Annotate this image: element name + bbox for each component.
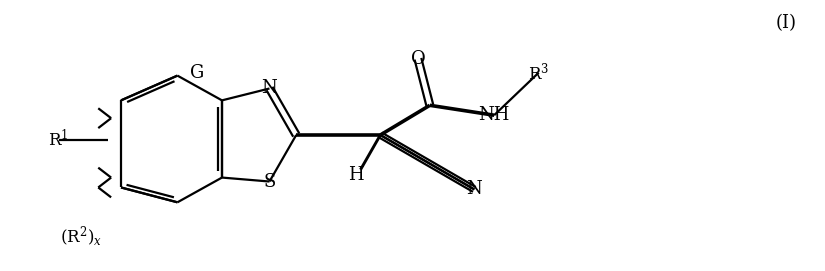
Text: $\mathregular{R^1}$: $\mathregular{R^1}$ — [49, 129, 68, 151]
Text: NH: NH — [478, 106, 510, 124]
Text: H: H — [348, 166, 363, 183]
Text: $(\mathregular{R^2})_x$: $(\mathregular{R^2})_x$ — [60, 225, 102, 249]
Text: N: N — [262, 79, 277, 98]
Text: $\mathregular{R^3}$: $\mathregular{R^3}$ — [528, 62, 549, 83]
Text: N: N — [466, 180, 483, 198]
Text: S: S — [263, 173, 276, 191]
Text: G: G — [190, 64, 205, 82]
Text: O: O — [411, 50, 426, 68]
Text: (I): (I) — [776, 14, 797, 32]
